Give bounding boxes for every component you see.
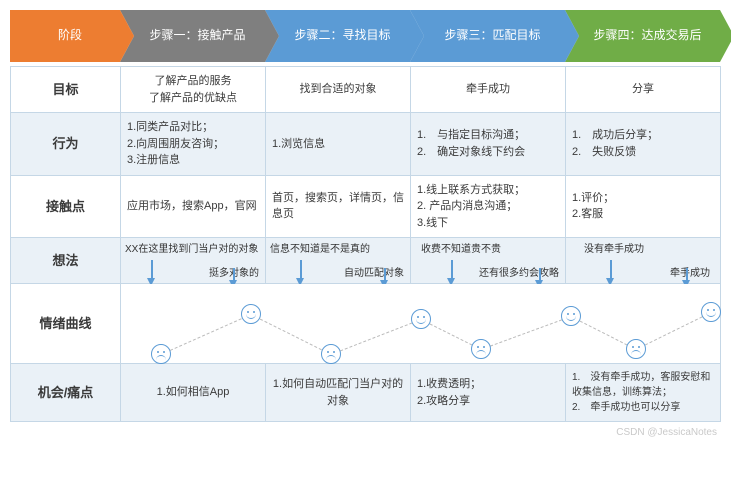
think-arrow-line xyxy=(151,260,153,280)
arrow-step2-label: 步骤二：寻找目标 xyxy=(294,28,390,44)
curve-segment xyxy=(251,314,331,355)
arrow-stage-label: 阶段 xyxy=(58,28,82,44)
curve-segment xyxy=(161,314,251,355)
happy-face-icon xyxy=(241,304,261,324)
watermark: CSDN @JessicaNotes xyxy=(616,427,717,438)
goal-c4: 分享 xyxy=(566,67,721,113)
sad-face-icon xyxy=(321,344,341,364)
curve-segment xyxy=(331,319,421,355)
goal-c1: 了解产品的服务 了解产品的优缺点 xyxy=(121,67,266,113)
think-c4b: 牵手成功 xyxy=(670,266,710,281)
rowhead-emotion: 情绪曲线 xyxy=(11,284,121,364)
row-pain: 机会/痛点 1.如何相信App 1.如何自动匹配门当户对的对象 1.收费透明； … xyxy=(11,364,721,422)
goal-c2: 找到合适的对象 xyxy=(266,67,411,113)
action-c1: 1.同类产品对比； 2.向周围朋友咨询； 3.注册信息 xyxy=(121,113,266,176)
think-c1a: XX在这里找到门当户对的对象 xyxy=(125,242,258,257)
happy-face-icon xyxy=(701,302,721,322)
row-emotion: 情绪曲线 xyxy=(11,284,721,364)
pain-c4: 1. 没有牵手成功，客服安慰和收集信息，训练算法； 2. 牵手成功也可以分享 xyxy=(566,364,721,422)
goal-c3: 牵手成功 xyxy=(411,67,566,113)
sad-face-icon xyxy=(626,339,646,359)
happy-face-icon xyxy=(561,306,581,326)
touch-c2: 首页，搜索页，详情页，信息页 xyxy=(266,175,411,238)
arrow-step3: 步骤三：匹配目标 xyxy=(410,10,565,62)
touch-c1: 应用市场，搜索App，官网 xyxy=(121,175,266,238)
touch-c3: 1.线上联系方式获取； 2. 产品内消息沟通； 3.线下 xyxy=(411,175,566,238)
curve-segment xyxy=(481,316,571,350)
think-c2b: 自动匹配对象 xyxy=(344,266,404,281)
action-c3: 1. 与指定目标沟通； 2. 确定对象线下约会 xyxy=(411,113,566,176)
arrow-step4-label: 步骤四：达成交易后 xyxy=(593,28,701,44)
happy-face-icon xyxy=(411,309,431,329)
rowhead-think: 想法 xyxy=(11,238,121,284)
arrow-step1-label: 步骤一：接触产品 xyxy=(149,28,245,44)
arrow-step1: 步骤一：接触产品 xyxy=(120,10,265,62)
row-goal: 目标 了解产品的服务 了解产品的优缺点 找到合适的对象 牵手成功 分享 xyxy=(11,67,721,113)
arrow-step3-label: 步骤三：匹配目标 xyxy=(444,28,540,44)
emotion-canvas xyxy=(121,284,721,364)
think-arrow-line xyxy=(610,260,612,280)
think-c2a: 信息不知道是不是真的 xyxy=(270,242,370,257)
touch-c4: 1.评价； 2.客服 xyxy=(566,175,721,238)
arrow-step2: 步骤二：寻找目标 xyxy=(265,10,410,62)
think-c3b: 还有很多约会攻略 xyxy=(479,266,559,281)
pain-c2: 1.如何自动匹配门当户对的对象 xyxy=(266,364,411,422)
emotion-curve xyxy=(121,284,720,363)
think-arrow-line xyxy=(300,260,302,280)
journey-table: 目标 了解产品的服务 了解产品的优缺点 找到合适的对象 牵手成功 分享 行为 1… xyxy=(10,66,721,422)
pain-c1: 1.如何相信App xyxy=(121,364,266,422)
row-action: 行为 1.同类产品对比； 2.向周围朋友咨询； 3.注册信息 1.浏览信息 1.… xyxy=(11,113,721,176)
think-c4a: 没有牵手成功 xyxy=(584,242,644,257)
think-c2: 信息不知道是不是真的 自动匹配对象 xyxy=(266,238,411,284)
rowhead-action: 行为 xyxy=(11,113,121,176)
action-c2: 1.浏览信息 xyxy=(266,113,411,176)
think-c4: 没有牵手成功 牵手成功 xyxy=(566,238,721,284)
row-touch: 接触点 应用市场，搜索App，官网 首页，搜索页，详情页，信息页 1.线上联系方… xyxy=(11,175,721,238)
think-c3: 收费不知道贵不贵 还有很多约会攻略 xyxy=(411,238,566,284)
rowhead-goal: 目标 xyxy=(11,67,121,113)
header-arrows: 阶段 步骤一：接触产品 步骤二：寻找目标 步骤三：匹配目标 步骤四：达成交易后 xyxy=(10,10,721,62)
pain-c3: 1.收费透明； 2.攻略分享 xyxy=(411,364,566,422)
think-arrow-line xyxy=(451,260,453,280)
sad-face-icon xyxy=(471,339,491,359)
arrow-stage: 阶段 xyxy=(10,10,120,62)
think-c3a: 收费不知道贵不贵 xyxy=(421,242,501,257)
action-c4: 1. 成功后分享； 2. 失败反馈 xyxy=(566,113,721,176)
sad-face-icon xyxy=(151,344,171,364)
arrow-step4: 步骤四：达成交易后 xyxy=(565,10,720,62)
think-c1: XX在这里找到门当户对的对象 挺多对象的 xyxy=(121,238,266,284)
rowhead-pain: 机会/痛点 xyxy=(11,364,121,422)
rowhead-touch: 接触点 xyxy=(11,175,121,238)
row-think: 想法 XX在这里找到门当户对的对象 挺多对象的 信息不知道是不是真的 自动匹配对… xyxy=(11,238,721,284)
curve-segment xyxy=(636,312,711,350)
